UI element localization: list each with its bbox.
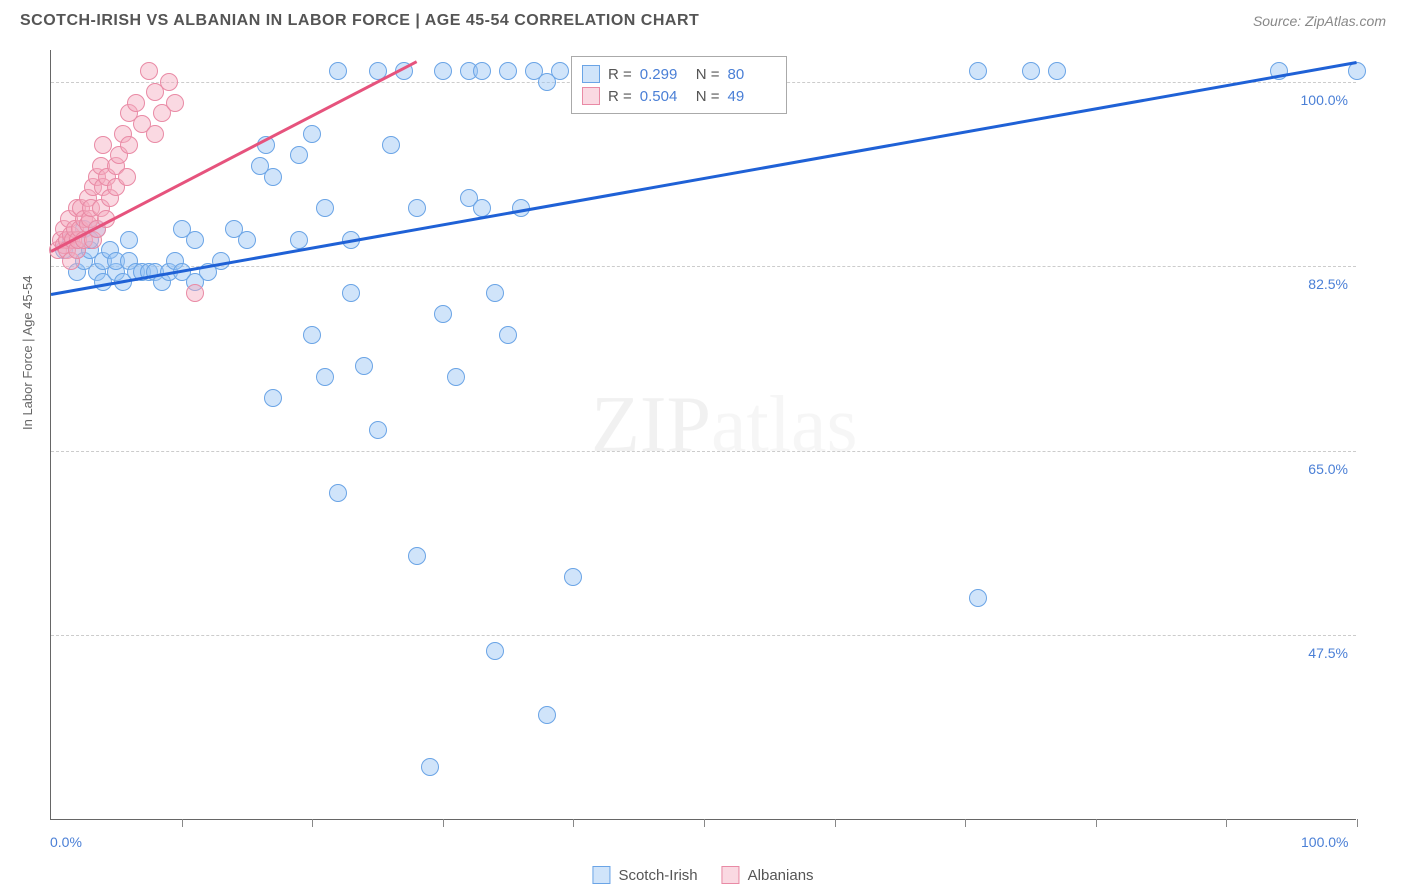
data-point — [264, 389, 282, 407]
x-tick — [965, 819, 966, 827]
data-point — [342, 284, 360, 302]
stats-n-label: N = — [696, 66, 720, 83]
data-point — [120, 231, 138, 249]
data-point — [329, 62, 347, 80]
data-point — [434, 62, 452, 80]
data-point — [303, 125, 321, 143]
data-point — [264, 168, 282, 186]
data-point — [382, 136, 400, 154]
data-point — [316, 199, 334, 217]
x-tick — [312, 819, 313, 827]
data-point — [166, 94, 184, 112]
x-tick — [1357, 819, 1358, 827]
x-tick — [704, 819, 705, 827]
gridline — [51, 635, 1356, 636]
chart-header: SCOTCH-IRISH VS ALBANIAN IN LABOR FORCE … — [0, 0, 1406, 39]
data-point — [303, 326, 321, 344]
data-point — [564, 568, 582, 586]
x-tick-label-start: 0.0% — [50, 834, 82, 850]
stats-row: R = 0.299 N = 80 — [582, 63, 776, 85]
data-point — [329, 484, 347, 502]
data-point — [238, 231, 256, 249]
data-point — [969, 62, 987, 80]
data-point — [969, 589, 987, 607]
x-tick-label-end: 100.0% — [1301, 834, 1348, 850]
stats-n-value: 80 — [728, 66, 776, 83]
y-axis-label: In Labor Force | Age 45-54 — [20, 276, 35, 430]
data-point — [499, 62, 517, 80]
y-tick-label: 47.5% — [1308, 645, 1348, 661]
data-point — [146, 125, 164, 143]
data-point — [127, 94, 145, 112]
data-point — [421, 758, 439, 776]
data-point — [1048, 62, 1066, 80]
x-tick — [443, 819, 444, 827]
stats-swatch — [582, 87, 600, 105]
data-point — [499, 326, 517, 344]
gridline — [51, 451, 1356, 452]
scatter-chart: ZIPatlas 47.5% 65.0% 82.5% 100.0% R = 0.299 N … — [50, 50, 1356, 820]
data-point — [186, 284, 204, 302]
data-point — [473, 62, 491, 80]
legend-label: Scotch-Irish — [618, 867, 697, 884]
data-point — [120, 136, 138, 154]
y-tick-label: 82.5% — [1308, 276, 1348, 292]
x-tick — [182, 819, 183, 827]
x-tick — [1096, 819, 1097, 827]
data-point — [369, 421, 387, 439]
chart-legend: Scotch-Irish Albanians — [592, 866, 813, 884]
stats-r-label: R = — [608, 88, 632, 105]
data-point — [538, 706, 556, 724]
x-tick — [573, 819, 574, 827]
data-point — [290, 231, 308, 249]
gridline — [51, 266, 1356, 267]
stats-r-label: R = — [608, 66, 632, 83]
y-tick-label: 100.0% — [1301, 92, 1348, 108]
stats-n-value: 49 — [728, 88, 776, 105]
data-point — [486, 642, 504, 660]
data-point — [551, 62, 569, 80]
data-point — [408, 547, 426, 565]
data-point — [434, 305, 452, 323]
legend-swatch-scotch-irish — [592, 866, 610, 884]
legend-label: Albanians — [748, 867, 814, 884]
x-tick — [835, 819, 836, 827]
data-point — [186, 231, 204, 249]
data-point — [140, 62, 158, 80]
stats-swatch — [582, 65, 600, 83]
data-point — [160, 73, 178, 91]
legend-item-scotch-irish: Scotch-Irish — [592, 866, 697, 884]
stats-r-value: 0.504 — [640, 88, 688, 105]
data-point — [316, 368, 334, 386]
stats-r-value: 0.299 — [640, 66, 688, 83]
stats-row: R = 0.504 N = 49 — [582, 85, 776, 107]
data-point — [486, 284, 504, 302]
legend-swatch-albanians — [722, 866, 740, 884]
data-point — [118, 168, 136, 186]
data-point — [290, 146, 308, 164]
data-point — [355, 357, 373, 375]
data-point — [408, 199, 426, 217]
data-point — [1022, 62, 1040, 80]
stats-box: R = 0.299 N = 80 R = 0.504 N = 49 — [571, 56, 787, 114]
watermark: ZIPatlas — [591, 380, 858, 471]
chart-title: SCOTCH-IRISH VS ALBANIAN IN LABOR FORCE … — [20, 12, 699, 30]
stats-n-label: N = — [696, 88, 720, 105]
x-tick — [1226, 819, 1227, 827]
y-tick-label: 65.0% — [1308, 461, 1348, 477]
legend-item-albanians: Albanians — [722, 866, 814, 884]
data-point — [447, 368, 465, 386]
chart-source: Source: ZipAtlas.com — [1253, 13, 1386, 29]
